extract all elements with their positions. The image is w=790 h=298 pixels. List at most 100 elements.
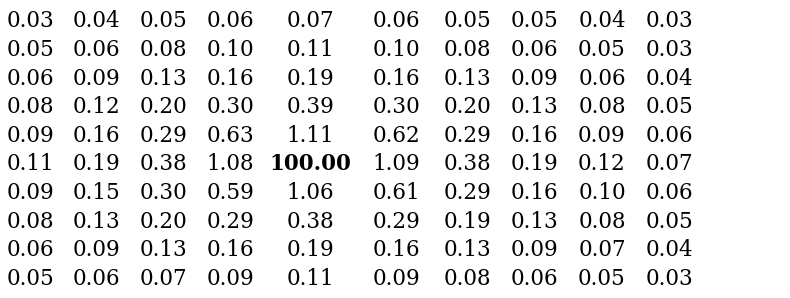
Text: 0.07: 0.07 [287,10,334,32]
Text: 0.04: 0.04 [578,10,626,32]
Text: 0.29: 0.29 [444,125,491,147]
Text: 0.09: 0.09 [373,268,420,290]
Text: 0.16: 0.16 [207,239,254,261]
Text: 0.29: 0.29 [373,211,420,233]
Text: 0.09: 0.09 [73,68,120,90]
Text: 0.09: 0.09 [6,182,54,204]
Text: 0.08: 0.08 [6,96,54,118]
Text: 0.16: 0.16 [373,239,420,261]
Text: 0.20: 0.20 [140,211,187,233]
Text: 0.11: 0.11 [287,268,334,290]
Text: 0.09: 0.09 [73,239,120,261]
Text: 0.12: 0.12 [578,153,626,176]
Text: 0.13: 0.13 [444,68,491,90]
Text: 0.13: 0.13 [140,68,187,90]
Text: 1.11: 1.11 [287,125,334,147]
Text: 0.10: 0.10 [373,39,420,61]
Text: 0.09: 0.09 [6,125,54,147]
Text: 1.08: 1.08 [207,153,254,176]
Text: 0.19: 0.19 [287,239,334,261]
Text: 0.30: 0.30 [207,96,254,118]
Text: 0.07: 0.07 [578,239,626,261]
Text: 0.63: 0.63 [207,125,254,147]
Text: 0.13: 0.13 [511,211,559,233]
Text: 0.13: 0.13 [511,96,559,118]
Text: 0.04: 0.04 [645,239,693,261]
Text: 0.04: 0.04 [645,68,693,90]
Text: 0.29: 0.29 [140,125,187,147]
Text: 0.38: 0.38 [287,211,334,233]
Text: 0.30: 0.30 [373,96,420,118]
Text: 0.03: 0.03 [645,268,693,290]
Text: 0.62: 0.62 [373,125,420,147]
Text: 0.05: 0.05 [444,10,491,32]
Text: 0.12: 0.12 [73,96,120,118]
Text: 0.06: 0.06 [511,268,559,290]
Text: 0.05: 0.05 [511,10,559,32]
Text: 0.59: 0.59 [207,182,254,204]
Text: 0.29: 0.29 [444,182,491,204]
Text: 0.06: 0.06 [645,125,693,147]
Text: 0.11: 0.11 [287,39,334,61]
Text: 0.09: 0.09 [511,239,559,261]
Text: 0.06: 0.06 [6,239,54,261]
Text: 0.15: 0.15 [73,182,120,204]
Text: 0.13: 0.13 [73,211,120,233]
Text: 0.06: 0.06 [73,39,120,61]
Text: 0.03: 0.03 [6,10,54,32]
Text: 0.30: 0.30 [140,182,187,204]
Text: 0.06: 0.06 [578,68,626,90]
Text: 0.08: 0.08 [578,211,626,233]
Text: 0.05: 0.05 [6,39,54,61]
Text: 0.19: 0.19 [511,153,559,176]
Text: 1.09: 1.09 [373,153,420,176]
Text: 0.61: 0.61 [373,182,420,204]
Text: 1.06: 1.06 [287,182,334,204]
Text: 0.16: 0.16 [373,68,420,90]
Text: 0.06: 0.06 [73,268,120,290]
Text: 0.06: 0.06 [6,68,54,90]
Text: 0.08: 0.08 [444,268,491,290]
Text: 0.16: 0.16 [73,125,120,147]
Text: 0.03: 0.03 [645,10,693,32]
Text: 0.05: 0.05 [6,268,54,290]
Text: 0.20: 0.20 [140,96,187,118]
Text: 0.19: 0.19 [444,211,491,233]
Text: 0.29: 0.29 [207,211,254,233]
Text: 0.06: 0.06 [373,10,420,32]
Text: 0.38: 0.38 [140,153,187,176]
Text: 0.06: 0.06 [645,182,693,204]
Text: 0.09: 0.09 [207,268,254,290]
Text: 0.39: 0.39 [287,96,334,118]
Text: 0.08: 0.08 [578,96,626,118]
Text: 0.05: 0.05 [140,10,187,32]
Text: 0.10: 0.10 [207,39,254,61]
Text: 0.11: 0.11 [6,153,54,176]
Text: 0.06: 0.06 [207,10,254,32]
Text: 0.04: 0.04 [73,10,120,32]
Text: 0.03: 0.03 [645,39,693,61]
Text: 0.07: 0.07 [140,268,187,290]
Text: 0.09: 0.09 [578,125,626,147]
Text: 0.20: 0.20 [444,96,491,118]
Text: 0.16: 0.16 [207,68,254,90]
Text: 0.13: 0.13 [140,239,187,261]
Text: 0.13: 0.13 [444,239,491,261]
Text: 0.16: 0.16 [511,182,559,204]
Text: 0.19: 0.19 [73,153,120,176]
Text: 0.08: 0.08 [444,39,491,61]
Text: 0.38: 0.38 [444,153,491,176]
Text: 0.07: 0.07 [645,153,693,176]
Text: 100.00: 100.00 [269,153,352,176]
Text: 0.09: 0.09 [511,68,559,90]
Text: 0.16: 0.16 [511,125,559,147]
Text: 0.05: 0.05 [645,96,693,118]
Text: 0.05: 0.05 [578,268,626,290]
Text: 0.10: 0.10 [578,182,626,204]
Text: 0.05: 0.05 [645,211,693,233]
Text: 0.19: 0.19 [287,68,334,90]
Text: 0.06: 0.06 [511,39,559,61]
Text: 0.08: 0.08 [6,211,54,233]
Text: 0.08: 0.08 [140,39,187,61]
Text: 0.05: 0.05 [578,39,626,61]
